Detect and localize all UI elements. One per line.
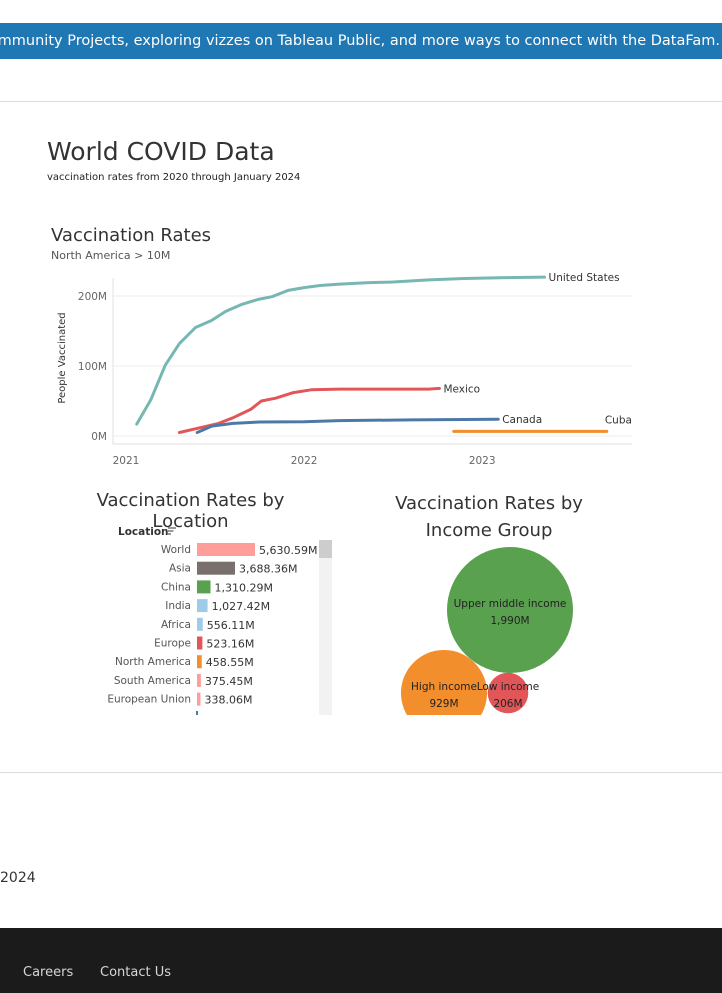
bar[interactable] bbox=[197, 636, 203, 650]
bar-value-label: 375.45M bbox=[205, 675, 253, 688]
location-header[interactable]: Location bbox=[118, 526, 169, 538]
bubble-category-label: Low income bbox=[477, 681, 539, 693]
bar-category-label: Asia bbox=[169, 563, 191, 575]
x-tick-label: 2022 bbox=[291, 455, 318, 467]
bar-value-label: 338.06M bbox=[204, 694, 252, 707]
bar[interactable] bbox=[197, 599, 208, 613]
bar-category-label: North America bbox=[115, 656, 191, 668]
bar-category-label: Africa bbox=[161, 619, 191, 631]
bar-value-label: 1,027.42M bbox=[212, 600, 270, 613]
scrollbar-track[interactable] bbox=[319, 540, 332, 715]
top-divider bbox=[0, 101, 722, 102]
series-label-canada: Canada bbox=[502, 414, 542, 426]
bar[interactable] bbox=[197, 617, 203, 631]
series-label-cuba: Cuba bbox=[605, 414, 632, 426]
y-tick-label: 200M bbox=[78, 291, 107, 303]
bar-value-label: 556.11M bbox=[207, 619, 255, 632]
bubble-category-label: High income bbox=[411, 681, 477, 693]
bar-category-label: World bbox=[161, 544, 191, 556]
bubble-category-label: Upper middle income bbox=[454, 598, 567, 610]
bubble-value-label: 206M bbox=[493, 698, 522, 710]
bar-value-label: 523.16M bbox=[206, 638, 254, 651]
scrollbar-thumb[interactable] bbox=[319, 540, 332, 558]
site-footer: Careers Contact Us bbox=[0, 928, 722, 993]
x-tick-label: 2023 bbox=[469, 455, 496, 467]
dashboard-subtitle: vaccination rates from 2020 through Janu… bbox=[47, 172, 301, 183]
series-label-mexico: Mexico bbox=[443, 383, 480, 395]
bar-category-label: European Union bbox=[107, 694, 191, 706]
bar-partial bbox=[196, 711, 198, 715]
footer-link-contact-us[interactable]: Contact Us bbox=[100, 965, 171, 980]
bar-chart-title: Vaccination Rates by Location bbox=[96, 490, 285, 532]
bar[interactable] bbox=[197, 692, 201, 706]
bar[interactable] bbox=[197, 580, 211, 594]
x-tick-label: 2021 bbox=[113, 455, 140, 467]
bubble-value-label: 929M bbox=[429, 698, 458, 710]
series-line-mexico[interactable] bbox=[177, 386, 441, 434]
footer-link-careers[interactable]: Careers bbox=[23, 965, 74, 980]
y-axis-title: People Vaccinated bbox=[57, 312, 68, 403]
bar[interactable] bbox=[197, 655, 202, 669]
footer-year: 2024 bbox=[0, 870, 36, 886]
bubble[interactable] bbox=[400, 649, 488, 715]
bar-chart[interactable]: Location World 5,630.59M Asia 3,688.36M China… bbox=[0, 520, 340, 715]
announcement-banner[interactable]: eau Community Projects, exploring vizzes… bbox=[0, 23, 722, 59]
bubble-chart[interactable]: Upper middle income 1,990M High income 929M… bbox=[360, 540, 620, 715]
line-chart[interactable]: 0M 100M 200M 2021 2022 2023 People Vaccinated U… bbox=[0, 268, 722, 468]
line-chart-title: Vaccination Rates bbox=[51, 225, 212, 246]
y-tick-label: 0M bbox=[91, 431, 107, 443]
series-line-united-states[interactable] bbox=[135, 275, 546, 426]
bubble-value-label: 1,990M bbox=[490, 615, 529, 627]
bar-category-label: Europe bbox=[154, 638, 191, 650]
bubble[interactable] bbox=[447, 547, 573, 673]
bar-value-label: 1,310.29M bbox=[214, 581, 272, 594]
bar-value-label: 458.55M bbox=[206, 656, 254, 669]
line-chart-subtitle: North America > 10M bbox=[51, 249, 171, 262]
bar-category-label: South America bbox=[114, 675, 191, 687]
bottom-divider bbox=[0, 772, 722, 773]
series-line-canada[interactable] bbox=[195, 417, 500, 434]
bar[interactable] bbox=[197, 673, 201, 687]
y-tick-label: 100M bbox=[78, 361, 107, 373]
bar-category-label: India bbox=[165, 600, 191, 612]
bar[interactable] bbox=[197, 561, 235, 575]
dashboard-title: World COVID Data bbox=[47, 137, 275, 166]
series-label-united-states: United States bbox=[549, 272, 620, 284]
banner-text: eau Community Projects, exploring vizzes… bbox=[0, 33, 720, 49]
bar-category-label: China bbox=[161, 581, 191, 593]
bubble-chart-title: Vaccination Rates by Income Group bbox=[395, 493, 583, 541]
bar[interactable] bbox=[197, 543, 255, 556]
bar-value-label: 5,630.59M bbox=[259, 544, 317, 557]
bubble[interactable] bbox=[487, 672, 529, 714]
bar-value-label: 3,688.36M bbox=[239, 563, 297, 576]
